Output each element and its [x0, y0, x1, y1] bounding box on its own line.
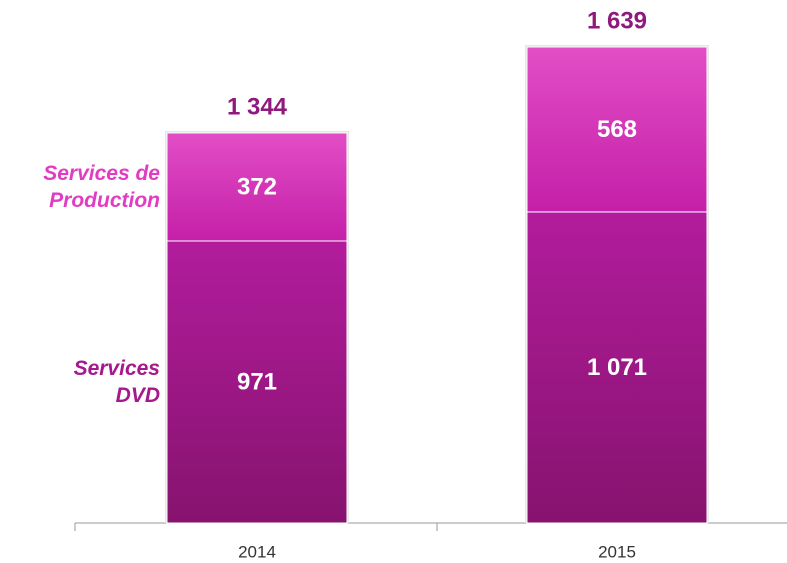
value-label: 372 — [237, 173, 277, 200]
value-label: 1 071 — [587, 354, 647, 381]
legend-label: Services DVD — [73, 357, 160, 407]
value-label: 971 — [237, 368, 277, 395]
total-label: 1 344 — [227, 93, 288, 120]
legend-label: Services de Production — [43, 161, 160, 212]
bar-segment — [166, 132, 348, 242]
x-tick-label: 2014 — [238, 542, 276, 561]
x-tick-label: 2015 — [598, 542, 636, 561]
bar-segment — [526, 46, 708, 213]
value-label: 568 — [597, 116, 637, 143]
total-label: 1 639 — [587, 7, 647, 34]
bar-segment — [166, 240, 348, 524]
bar-segment — [526, 211, 708, 524]
